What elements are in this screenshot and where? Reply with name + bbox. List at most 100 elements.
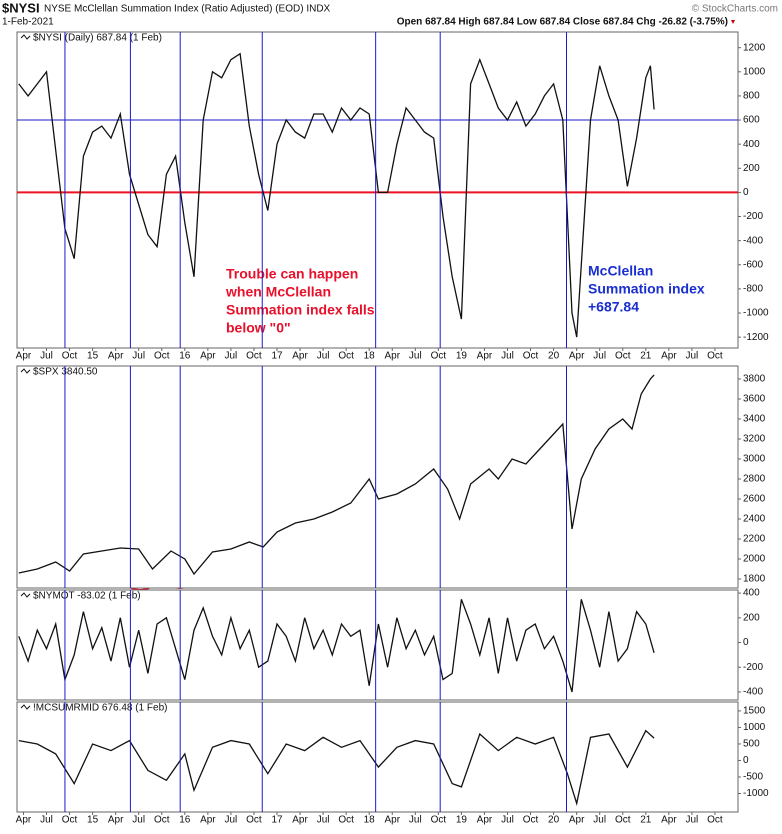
legend-label: !MCSUMRMID 676.48 (1 Feb)	[33, 703, 167, 714]
x-tick-label: Jul	[132, 815, 145, 826]
x-tick-label: Oct	[246, 351, 262, 362]
y-tick-label: -800	[743, 284, 763, 295]
y-tick-label: 200	[743, 163, 760, 174]
x-tick-label: Oct	[154, 351, 170, 362]
x-tick-label: Jul	[409, 815, 422, 826]
x-tick-label: Jul	[132, 351, 145, 362]
x-tick-label: Apr	[200, 351, 216, 362]
y-tick-label: 2600	[743, 494, 766, 505]
x-tick-label: Jul	[317, 815, 330, 826]
y-tick-label: -1200	[743, 332, 769, 343]
x-tick-label: Oct	[431, 815, 447, 826]
x-tick-label: Oct	[707, 815, 723, 826]
x-tick-label: 21	[640, 351, 652, 362]
x-tick-label: Apr	[384, 815, 400, 826]
x-tick-label: Apr	[661, 815, 677, 826]
x-tick-label: 17	[271, 351, 283, 362]
x-tick-label: Jul	[40, 815, 53, 826]
x-tick-label: Oct	[338, 815, 354, 826]
y-tick-label: 1000	[743, 722, 766, 733]
x-tick-label: 16	[179, 815, 191, 826]
x-tick-label: 15	[87, 351, 99, 362]
x-tick-label: Oct	[523, 351, 539, 362]
x-tick-label: 20	[548, 351, 560, 362]
line	[18, 52, 655, 338]
x-tick-label: Oct	[615, 351, 631, 362]
x-tick-label: Apr	[477, 351, 493, 362]
legend-icon	[20, 34, 31, 40]
x-tick-label: Apr	[108, 815, 124, 826]
annotation: +687.84	[588, 299, 639, 315]
x-tick-label: Apr	[477, 815, 493, 826]
panel-frame	[16, 701, 739, 813]
y-tick-label: -200	[743, 662, 763, 673]
y-tick-label: 2200	[743, 534, 766, 545]
annotation: McClellan	[588, 263, 653, 279]
y-tick-label: 1000	[743, 66, 766, 77]
y-tick-label: 3600	[743, 394, 766, 405]
x-tick-label: 20	[548, 815, 560, 826]
y-tick-label: 0	[743, 637, 749, 648]
legend-label: $NYMOT -83.02 (1 Feb)	[33, 591, 141, 602]
y-tick-label: 0	[743, 187, 749, 198]
y-tick-label: 1800	[743, 574, 766, 585]
y-tick-label: -1000	[743, 308, 769, 319]
line	[18, 374, 655, 576]
x-tick-label: Jul	[593, 815, 606, 826]
y-tick-label: -1000	[743, 788, 769, 799]
y-tick-label: 3200	[743, 434, 766, 445]
x-tick-label: 17	[271, 815, 283, 826]
ohlc: Open 687.84 High 687.84 Low 687.84 Close…	[397, 17, 728, 28]
x-tick-label: Apr	[16, 351, 32, 362]
x-tick-label: Jul	[686, 351, 699, 362]
y-tick-label: 2000	[743, 554, 766, 565]
x-tick-label: Apr	[569, 351, 585, 362]
x-tick-label: 15	[87, 815, 99, 826]
legend-label: $NYSI (Daily) 687.84 (1 Feb)	[33, 33, 162, 44]
x-tick-label: Oct	[707, 351, 723, 362]
y-tick-label: -600	[743, 259, 763, 270]
annotation: Summation index	[588, 281, 705, 297]
y-tick-label: 3400	[743, 414, 766, 425]
y-tick-label: 0	[743, 755, 749, 766]
x-tick-label: 21	[640, 815, 652, 826]
x-tick-label: Jul	[225, 351, 238, 362]
x-tick-label: Jul	[686, 815, 699, 826]
y-tick-label: 3800	[743, 374, 766, 385]
legend-icon	[20, 704, 31, 710]
panel-frame	[16, 365, 739, 589]
credit: © StockCharts.com	[692, 4, 778, 15]
down-icon	[731, 20, 735, 24]
x-tick-label: Apr	[292, 351, 308, 362]
y-tick-label: 500	[743, 739, 760, 750]
y-tick-label: 2400	[743, 514, 766, 525]
x-tick-label: Apr	[384, 351, 400, 362]
x-tick-label: Oct	[62, 351, 78, 362]
line	[18, 599, 655, 693]
y-tick-label: 800	[743, 91, 760, 102]
x-tick-label: Jul	[317, 351, 330, 362]
y-tick-label: 1200	[743, 42, 766, 53]
annotation: Summation index falls	[226, 302, 375, 318]
x-tick-label: Apr	[200, 815, 216, 826]
x-tick-label: 18	[364, 351, 376, 362]
x-tick-label: Jul	[40, 351, 53, 362]
line	[18, 729, 655, 806]
x-tick-label: Jul	[501, 815, 514, 826]
y-tick-label: 400	[743, 139, 760, 150]
x-tick-label: Oct	[62, 815, 78, 826]
x-tick-label: 19	[456, 815, 468, 826]
x-tick-label: Oct	[615, 815, 631, 826]
y-tick-label: -400	[743, 687, 763, 698]
x-tick-label: Oct	[246, 815, 262, 826]
x-tick-label: 16	[179, 351, 191, 362]
annotation: Trouble can happen	[226, 266, 358, 282]
annotation: below "0"	[226, 320, 291, 336]
x-tick-label: 18	[364, 815, 376, 826]
x-tick-label: Oct	[154, 815, 170, 826]
title: NYSE McClellan Summation Index (Ratio Ad…	[44, 4, 331, 15]
y-tick-label: 2800	[743, 474, 766, 485]
y-tick-label: -200	[743, 211, 763, 222]
x-tick-label: Jul	[409, 351, 422, 362]
